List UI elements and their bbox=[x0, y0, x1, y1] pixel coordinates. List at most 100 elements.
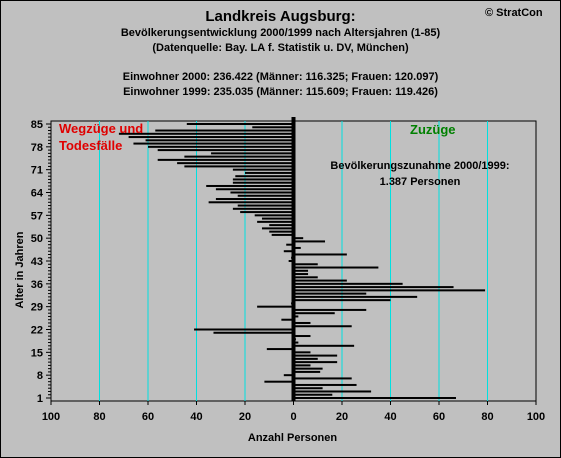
bar-age-64 bbox=[230, 191, 294, 194]
bar-age-32 bbox=[293, 295, 418, 298]
total-annotation-line1: Bevölkerungszunahme 2000/1999: bbox=[330, 160, 509, 172]
bar-age-45 bbox=[293, 253, 347, 256]
bar-age-61 bbox=[208, 201, 294, 204]
bar-age-37 bbox=[293, 279, 347, 282]
bar-age-23 bbox=[293, 325, 352, 328]
bar-age-28 bbox=[293, 308, 367, 311]
bar-age-2 bbox=[293, 393, 333, 396]
bar-age-39 bbox=[293, 273, 309, 276]
bar-age-70 bbox=[245, 171, 294, 174]
bar-age-48 bbox=[286, 243, 294, 246]
y-tick-label: 22 bbox=[31, 325, 43, 337]
bar-age-81 bbox=[128, 136, 294, 139]
bar-age-63 bbox=[237, 194, 294, 197]
bar-age-17 bbox=[293, 344, 355, 347]
bar-age-46 bbox=[283, 250, 294, 253]
bar-age-71 bbox=[232, 168, 294, 171]
bar-age-18 bbox=[293, 341, 299, 344]
bar-age-79 bbox=[133, 142, 294, 145]
bar-age-9 bbox=[293, 370, 321, 373]
bar-age-53 bbox=[261, 227, 294, 230]
bar-age-27 bbox=[293, 312, 335, 315]
y-tick-label: 36 bbox=[31, 279, 43, 291]
bar-age-3 bbox=[293, 390, 372, 393]
y-tick-label: 78 bbox=[31, 142, 43, 154]
population-1999: Einwohner 1999: 235.035 (Männer: 115.609… bbox=[123, 86, 438, 98]
y-tick-label: 8 bbox=[37, 370, 43, 382]
bar-age-78 bbox=[148, 145, 294, 148]
y-tick-label: 29 bbox=[31, 302, 43, 314]
right-annotation: Zuzüge bbox=[410, 122, 456, 137]
population-2000: Einwohner 2000: 236.422 (Männer: 116.325… bbox=[122, 71, 439, 83]
x-tick-label: 20 bbox=[336, 411, 348, 423]
bar-age-6 bbox=[264, 380, 294, 383]
bar-age-5 bbox=[293, 383, 357, 386]
total-annotation-line2: 1.387 Personen bbox=[380, 176, 461, 188]
bar-age-59 bbox=[232, 207, 294, 210]
bar-age-52 bbox=[269, 230, 294, 233]
y-tick-label: 50 bbox=[31, 233, 43, 245]
bar-age-20 bbox=[293, 335, 311, 338]
bar-age-57 bbox=[254, 214, 294, 217]
bar-age-58 bbox=[240, 211, 294, 214]
x-tick-label: 20 bbox=[239, 411, 251, 423]
data-source-note: (Datenquelle: Bay. LA f. Statistik u. DV… bbox=[152, 42, 409, 54]
bar-age-84 bbox=[252, 126, 294, 129]
x-tick-label: 40 bbox=[384, 411, 396, 423]
bar-age-50 bbox=[293, 237, 304, 240]
bar-age-8 bbox=[283, 374, 294, 377]
bar-age-83 bbox=[155, 129, 294, 132]
bar-age-62 bbox=[215, 198, 294, 201]
y-tick-label: 15 bbox=[31, 347, 43, 359]
bar-age-40 bbox=[293, 269, 309, 272]
bar-age-67 bbox=[232, 181, 294, 184]
bar-age-14 bbox=[293, 354, 338, 357]
bar-age-4 bbox=[293, 387, 323, 390]
y-tick-label: 1 bbox=[37, 393, 43, 405]
x-tick-label: 100 bbox=[527, 411, 545, 423]
x-axis-label: Anzahl Personen bbox=[247, 432, 338, 444]
bar-age-10 bbox=[293, 367, 323, 370]
bar-age-16 bbox=[266, 348, 294, 351]
x-tick-label: 80 bbox=[481, 411, 493, 423]
x-tick-label: 60 bbox=[433, 411, 445, 423]
bar-age-34 bbox=[293, 289, 486, 292]
bar-age-22 bbox=[194, 328, 294, 331]
bar-age-49 bbox=[293, 240, 326, 243]
bar-age-55 bbox=[257, 220, 294, 223]
y-tick-label: 43 bbox=[31, 256, 43, 268]
x-tick-label: 100 bbox=[42, 411, 60, 423]
bar-age-35 bbox=[293, 286, 454, 289]
bar-age-43 bbox=[288, 260, 294, 262]
bar-age-13 bbox=[293, 357, 318, 360]
bar-age-75 bbox=[184, 155, 294, 158]
bar-age-33 bbox=[293, 292, 367, 295]
x-tick-label: 60 bbox=[142, 411, 154, 423]
bar-age-51 bbox=[271, 233, 294, 236]
y-tick-label: 71 bbox=[31, 165, 43, 177]
bar-age-74 bbox=[157, 158, 294, 161]
bar-age-80 bbox=[145, 139, 294, 142]
bar-age-42 bbox=[293, 263, 318, 266]
bar-age-29 bbox=[257, 305, 294, 308]
x-tick-label: 0 bbox=[290, 411, 296, 423]
bar-age-7 bbox=[293, 377, 352, 380]
bar-age-24 bbox=[293, 321, 311, 324]
bar-age-38 bbox=[293, 276, 318, 279]
bar-age-1 bbox=[293, 397, 456, 399]
chart-subtitle: Bevölkerungsentwicklung 2000/1999 nach A… bbox=[120, 27, 441, 39]
bar-age-65 bbox=[215, 188, 294, 191]
left-annotation-line2: Todesfälle bbox=[59, 138, 122, 153]
bar-age-76 bbox=[211, 152, 294, 155]
bar-age-11 bbox=[293, 364, 311, 367]
bar-age-77 bbox=[157, 149, 294, 152]
bar-age-25 bbox=[281, 318, 294, 321]
copyright-label: © StratCon bbox=[485, 7, 543, 19]
bar-age-82 bbox=[118, 132, 294, 135]
bar-age-56 bbox=[261, 217, 294, 220]
y-tick-label: 57 bbox=[31, 210, 43, 222]
bar-age-60 bbox=[237, 204, 294, 207]
y-tick-label: 64 bbox=[31, 188, 44, 200]
bar-age-26 bbox=[293, 315, 299, 318]
